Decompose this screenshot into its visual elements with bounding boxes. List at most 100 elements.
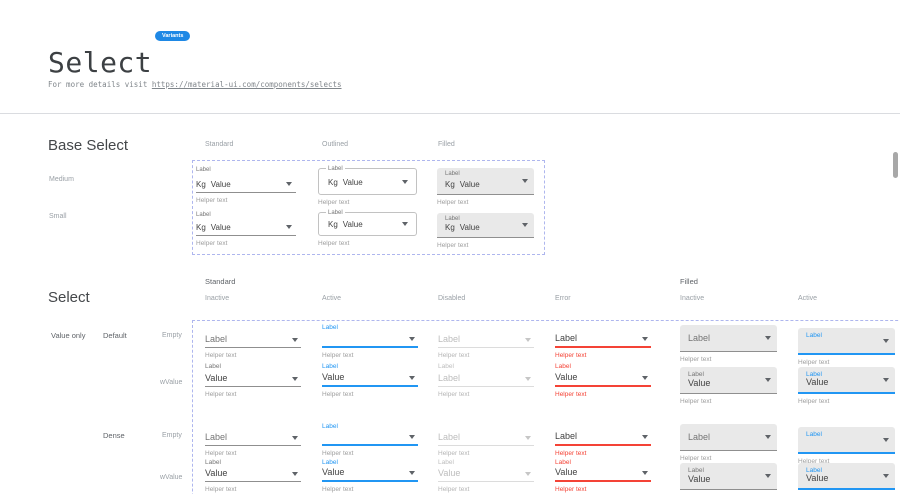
- base-filled-select-medium[interactable]: Label Kg Value Helper text: [437, 166, 534, 206]
- base-standard-select-medium[interactable]: Label Kg Value Helper text: [196, 166, 296, 204]
- select-input[interactable]: Label Kg Value: [318, 209, 417, 236]
- standard-select-error-default-wvalue[interactable]: Label Value Helper text: [555, 363, 651, 398]
- base-filled-select-small[interactable]: Label Kg Value Helper text: [437, 211, 534, 249]
- chevron-down-icon: [292, 436, 298, 440]
- select-input[interactable]: Label Kg Value: [437, 168, 534, 195]
- standard-select-inactive-dense-empty[interactable]: Label Helper text: [205, 423, 301, 457]
- base-column-filled: Filled: [438, 141, 455, 148]
- select-label: Label: [322, 423, 338, 430]
- helper-text: Helper text: [196, 197, 228, 204]
- select-input[interactable]: Label: [555, 333, 651, 348]
- chevron-down-icon: [525, 436, 531, 440]
- column-filled-inactive: Inactive: [680, 295, 705, 302]
- base-outlined-select-small[interactable]: Label Kg Value Helper text: [318, 209, 417, 247]
- select-input[interactable]: Label Value: [798, 367, 895, 394]
- standard-select-active-default-empty[interactable]: Label Helper text: [322, 324, 418, 359]
- select-input[interactable]: [322, 432, 418, 446]
- chevron-down-icon: [765, 474, 771, 478]
- chevron-down-icon: [409, 471, 415, 475]
- select-input[interactable]: Label: [798, 328, 895, 355]
- base-select-heading: Base Select: [48, 137, 129, 154]
- vertical-scrollbar-thumb[interactable]: [893, 152, 898, 178]
- select-input[interactable]: Value: [438, 468, 534, 482]
- helper-text: Helper text: [438, 486, 470, 493]
- select-input[interactable]: Kg Value: [196, 221, 296, 236]
- chevron-down-icon: [525, 377, 531, 381]
- select-heading: Select: [48, 289, 90, 306]
- variants-badge[interactable]: Variants: [155, 31, 191, 41]
- docs-link[interactable]: https://material-ui.com/components/selec…: [151, 79, 342, 89]
- chevron-down-icon: [402, 179, 408, 184]
- standard-select-error-dense-empty[interactable]: Label Helper text: [555, 423, 651, 457]
- base-standard-select-small[interactable]: Label Kg Value Helper text: [196, 211, 296, 247]
- filled-select-active-dense-empty[interactable]: Label Helper text: [798, 423, 895, 465]
- select-input[interactable]: Value: [322, 372, 418, 387]
- chevron-down-icon: [642, 337, 648, 341]
- standard-select-error-default-empty[interactable]: Label Helper text: [555, 324, 651, 359]
- select-label: Label: [322, 324, 338, 331]
- select-input[interactable]: Label: [205, 333, 301, 348]
- select-input[interactable]: Value: [205, 468, 301, 482]
- chevron-down-icon: [522, 179, 528, 183]
- chevron-down-icon: [409, 376, 415, 380]
- select-input[interactable]: Label: [680, 424, 777, 451]
- select-value: Kg Value: [328, 178, 363, 187]
- filled-select-inactive-default-wvalue[interactable]: Label Value Helper text: [680, 363, 777, 405]
- select-input[interactable]: Label: [438, 372, 534, 387]
- standard-select-inactive-dense-wvalue[interactable]: Label Value Helper text: [205, 459, 301, 493]
- helper-text: Helper text: [205, 486, 237, 493]
- filled-select-inactive-dense-empty[interactable]: Label Helper text: [680, 423, 777, 462]
- select-input[interactable]: Label Value: [798, 463, 895, 490]
- select-input[interactable]: Label: [438, 333, 534, 348]
- select-input[interactable]: Label: [555, 431, 651, 446]
- helper-text: Helper text: [437, 199, 469, 206]
- select-input[interactable]: Value: [205, 372, 301, 387]
- select-input[interactable]: Kg Value: [196, 176, 296, 193]
- value-prefix: Kg: [445, 180, 455, 189]
- chevron-down-icon: [525, 338, 531, 342]
- select-input[interactable]: Label: [438, 432, 534, 446]
- chevron-down-icon: [292, 472, 298, 476]
- select-input[interactable]: Label: [680, 325, 777, 352]
- select-label: Label: [326, 209, 345, 217]
- select-input[interactable]: Label: [205, 432, 301, 446]
- filled-select-inactive-default-empty[interactable]: Label Helper text: [680, 324, 777, 363]
- chevron-down-icon: [409, 435, 415, 439]
- select-input[interactable]: [322, 333, 418, 348]
- filled-select-active-default-empty[interactable]: Label Helper text: [798, 324, 895, 366]
- select-input[interactable]: Label: [798, 427, 895, 454]
- select-label: [555, 324, 651, 333]
- standard-select-inactive-default-wvalue[interactable]: Label Value Helper text: [205, 363, 301, 398]
- standard-select-disabled-default-wvalue[interactable]: Label Label Helper text: [438, 363, 534, 398]
- standard-select-active-default-wvalue[interactable]: Label Value Helper text: [322, 363, 418, 398]
- select-input[interactable]: Label Value: [680, 367, 777, 394]
- standard-select-inactive-default-empty[interactable]: Label Helper text: [205, 324, 301, 359]
- base-outlined-select-medium[interactable]: Label Kg Value Helper text: [318, 165, 417, 206]
- standard-select-disabled-dense-wvalue[interactable]: Label Value Helper text: [438, 459, 534, 493]
- standard-select-disabled-dense-empty[interactable]: Label Helper text: [438, 423, 534, 457]
- standard-select-active-dense-wvalue[interactable]: Label Value Helper text: [322, 459, 418, 493]
- select-input[interactable]: Label Value: [680, 463, 777, 490]
- select-value: Kg Value: [445, 223, 480, 232]
- select-input[interactable]: Label Kg Value: [437, 213, 534, 238]
- select-input[interactable]: Label Kg Value: [318, 165, 417, 195]
- select-input[interactable]: Value: [322, 467, 418, 482]
- select-input[interactable]: Value: [555, 372, 651, 387]
- helper-text: Helper text: [555, 391, 587, 398]
- chevron-down-icon: [286, 182, 292, 186]
- standard-select-active-dense-empty[interactable]: Label Helper text: [322, 423, 418, 457]
- base-row-medium: Medium: [49, 176, 74, 183]
- standard-select-disabled-default-empty[interactable]: Label Helper text: [438, 324, 534, 359]
- filled-select-active-default-wvalue[interactable]: Label Value Helper text: [798, 363, 895, 405]
- select-label: Label: [196, 167, 211, 173]
- chevron-down-icon: [402, 222, 408, 226]
- value-text: Value: [342, 220, 363, 229]
- select-label: Label: [806, 332, 822, 339]
- standard-select-error-dense-wvalue[interactable]: Label Value Helper text: [555, 459, 651, 493]
- select-input[interactable]: Value: [555, 467, 651, 482]
- select-frame: [192, 320, 900, 494]
- select-label: Label: [322, 459, 338, 466]
- select-label: Label: [445, 216, 460, 222]
